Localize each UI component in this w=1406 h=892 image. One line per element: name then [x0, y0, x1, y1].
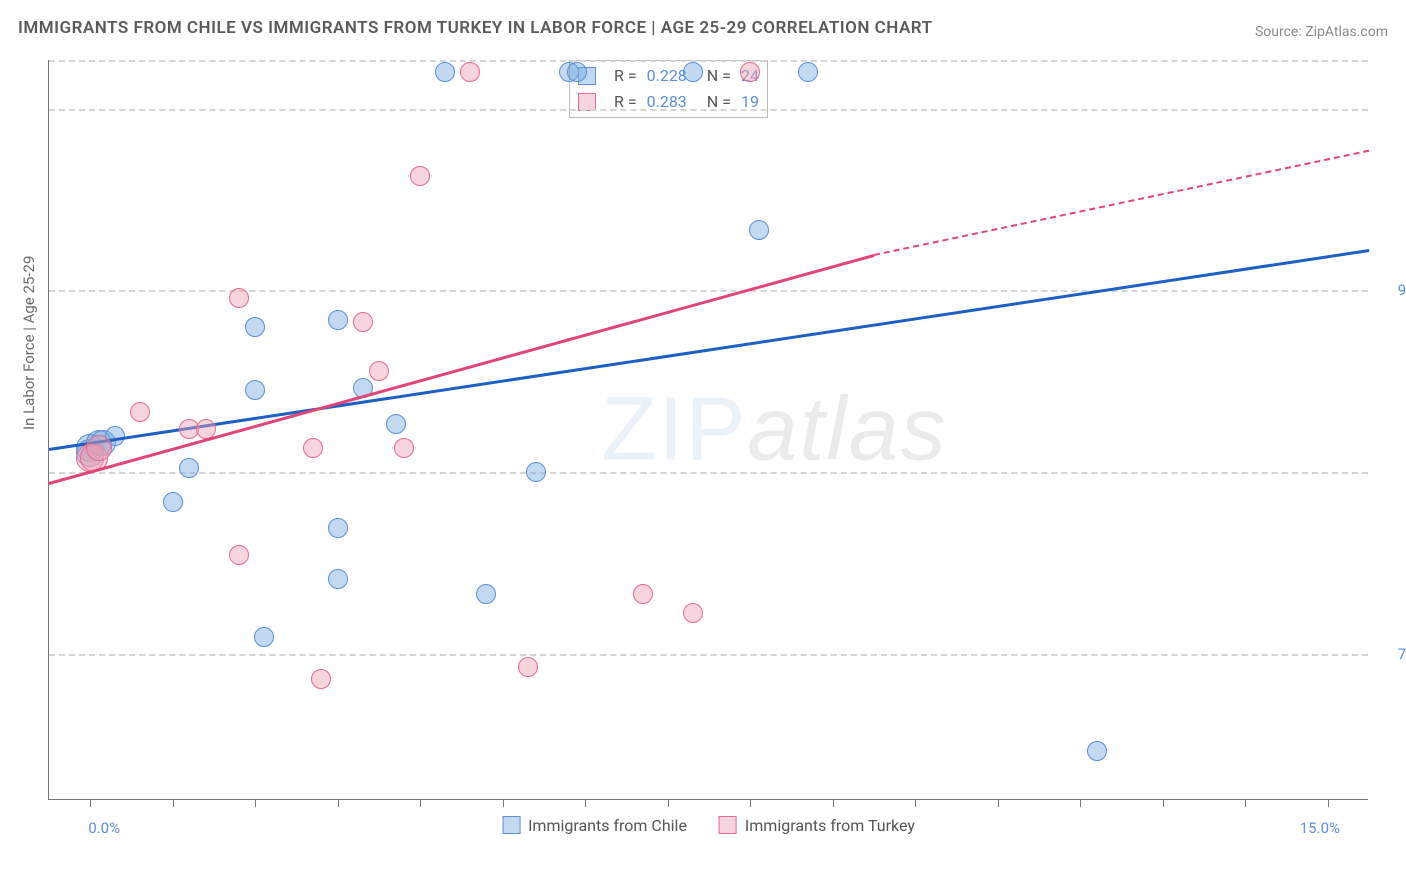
scatter-point	[410, 166, 430, 186]
stats-row-series2: R = 0.283 N = 19	[578, 89, 759, 115]
watermark: ZIPatlas	[601, 378, 947, 481]
chart-title: IMMIGRANTS FROM CHILE VS IMMIGRANTS FROM…	[18, 18, 933, 38]
x-tick-mark	[750, 799, 751, 807]
legend-label-series1: Immigrants from Chile	[528, 816, 687, 835]
watermark-atlas: atlas	[747, 379, 947, 479]
swatch-series1-icon	[502, 816, 520, 834]
watermark-zip: ZIP	[601, 379, 747, 479]
x-tick-mark	[1328, 799, 1329, 807]
scatter-point	[328, 569, 348, 589]
scatter-point	[633, 584, 653, 604]
gridline	[49, 654, 1368, 656]
x-tick-mark	[668, 799, 669, 807]
stats-r-value-series1: 0.228	[647, 63, 687, 89]
x-tick-mark	[503, 799, 504, 807]
stats-row-series1: R = 0.228 N = 24	[578, 63, 759, 89]
stats-n-value-series2: 19	[741, 89, 759, 115]
trend-line	[49, 249, 1369, 451]
scatter-point	[229, 545, 249, 565]
scatter-point	[179, 458, 199, 478]
bottom-legend: Immigrants from Chile Immigrants from Tu…	[502, 816, 915, 835]
scatter-point	[311, 669, 331, 689]
stats-n-label: N =	[707, 89, 731, 115]
x-tick-mark	[915, 799, 916, 807]
x-tick-mark	[255, 799, 256, 807]
gridline	[49, 109, 1368, 111]
gridline	[49, 472, 1368, 474]
x-tick-mark	[338, 799, 339, 807]
scatter-point	[567, 62, 587, 82]
x-tick-mark	[585, 799, 586, 807]
scatter-point	[386, 414, 406, 434]
y-tick-label: 92.5%	[1378, 281, 1406, 299]
scatter-point	[526, 462, 546, 482]
scatter-point	[163, 492, 183, 512]
source-attribution: Source: ZipAtlas.com	[1255, 24, 1388, 40]
scatter-point	[518, 657, 538, 677]
scatter-point	[460, 62, 480, 82]
scatter-point	[229, 288, 249, 308]
x-tick-label: 0.0%	[88, 819, 120, 837]
trend-line	[874, 150, 1369, 256]
swatch-series2-icon	[719, 816, 737, 834]
scatter-point	[435, 62, 455, 82]
stats-n-label: N =	[707, 63, 731, 89]
scatter-point	[86, 435, 112, 461]
x-tick-mark	[90, 799, 91, 807]
x-tick-mark	[998, 799, 999, 807]
scatter-point	[245, 317, 265, 337]
scatter-point	[328, 310, 348, 330]
y-axis-label: In Labor Force | Age 25-29	[20, 256, 38, 430]
scatter-point	[476, 584, 496, 604]
scatter-point	[353, 312, 373, 332]
scatter-point	[394, 438, 414, 458]
plot-area: ZIPatlas R = 0.228 N = 24 R = 0.283 N = …	[48, 60, 1368, 800]
scatter-point	[683, 62, 703, 82]
x-tick-mark	[1163, 799, 1164, 807]
x-tick-mark	[1245, 799, 1246, 807]
x-tick-mark	[173, 799, 174, 807]
stats-r-label: R =	[614, 63, 637, 89]
scatter-point	[328, 518, 348, 538]
scatter-point	[254, 627, 274, 647]
scatter-point	[130, 402, 150, 422]
x-tick-mark	[1080, 799, 1081, 807]
x-tick-mark	[420, 799, 421, 807]
scatter-point	[740, 62, 760, 82]
scatter-point	[245, 380, 265, 400]
legend-item-series2: Immigrants from Turkey	[719, 816, 915, 835]
x-tick-mark	[833, 799, 834, 807]
x-tick-label: 15.0%	[1300, 819, 1340, 837]
scatter-point	[369, 361, 389, 381]
legend-label-series2: Immigrants from Turkey	[745, 816, 915, 835]
stats-r-label: R =	[614, 89, 637, 115]
trend-line	[49, 254, 875, 485]
gridline	[49, 60, 1368, 62]
scatter-point	[1087, 741, 1107, 761]
stats-r-value-series2: 0.283	[647, 89, 687, 115]
scatter-point	[749, 220, 769, 240]
y-tick-label: 77.5%	[1378, 645, 1406, 663]
legend-item-series1: Immigrants from Chile	[502, 816, 687, 835]
scatter-point	[303, 438, 323, 458]
scatter-point	[683, 603, 703, 623]
scatter-point	[798, 62, 818, 82]
